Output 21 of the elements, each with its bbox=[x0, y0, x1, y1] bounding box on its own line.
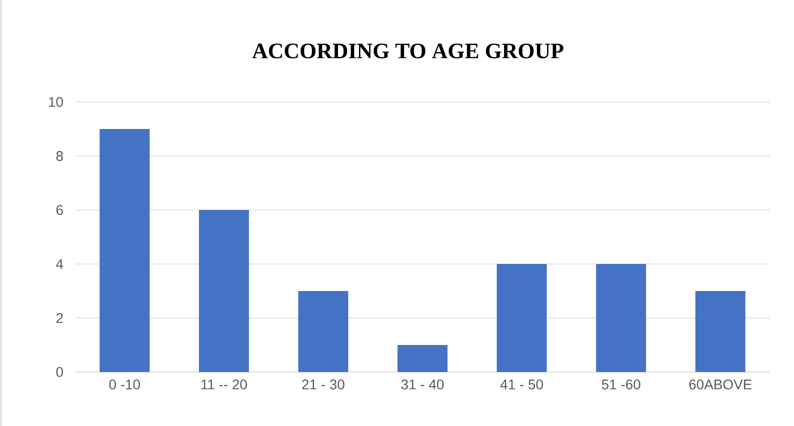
bar bbox=[496, 264, 547, 372]
bar bbox=[398, 345, 448, 372]
bar bbox=[100, 128, 150, 372]
bar bbox=[695, 291, 746, 372]
x-tick-label: 41 - 50 bbox=[500, 380, 543, 390]
x-tick-label: 21 - 30 bbox=[302, 380, 344, 390]
x-tick-label: 60ABOVE bbox=[689, 380, 752, 390]
x-tick-label: 31 - 40 bbox=[401, 380, 444, 390]
chart-title: ACCORDING TO AGE GROUP bbox=[252, 44, 564, 58]
x-tick-label: 0 -10 bbox=[109, 380, 140, 390]
bar bbox=[596, 264, 646, 372]
y-tick-label: 0 bbox=[56, 367, 63, 377]
y-tick-label: 2 bbox=[56, 313, 63, 323]
bar bbox=[298, 291, 348, 372]
y-tick-label: 10 bbox=[49, 97, 63, 107]
y-tick-label: 8 bbox=[56, 151, 63, 161]
x-tick-label: 11 -- 20 bbox=[201, 380, 247, 390]
y-tick-label: 6 bbox=[56, 205, 63, 215]
y-tick-label: 4 bbox=[56, 259, 64, 269]
x-tick-label: 51 -60 bbox=[602, 380, 640, 390]
bar bbox=[198, 210, 249, 372]
